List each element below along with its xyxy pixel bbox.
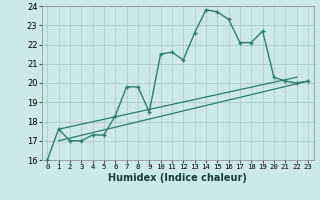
X-axis label: Humidex (Indice chaleur): Humidex (Indice chaleur) — [108, 173, 247, 183]
